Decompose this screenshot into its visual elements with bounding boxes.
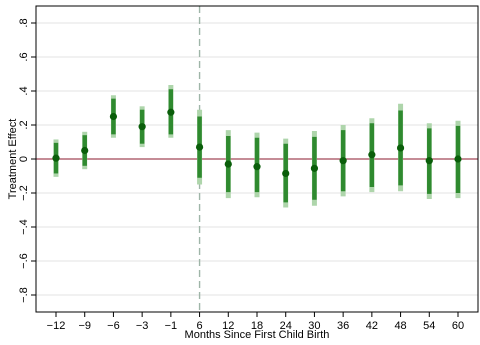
data-point-0 [52, 154, 60, 162]
data-point-14 [454, 155, 462, 163]
x-tick-label-4: −1 [165, 320, 178, 332]
x-tick-label-0: −12 [47, 320, 66, 332]
data-point-5 [195, 143, 204, 151]
y-tick-labels: −.8 −.6 −.4 −.2 0 .2 .4 .6 .8 [18, 18, 36, 303]
y-tick-label-3: −.2 [18, 185, 30, 201]
data-point-2 [109, 112, 118, 121]
data-point-8 [282, 169, 290, 178]
data-point-6 [224, 160, 232, 168]
data-point-11 [368, 151, 376, 159]
y-tick-label-1: −.6 [18, 253, 30, 269]
x-tick-labels: −12 −9 −6 −3 −1 6 12 18 24 30 36 42 48 54 60 [47, 312, 464, 332]
point-layer [52, 108, 462, 178]
y-tick-label-6: .4 [18, 86, 30, 95]
x-tick-label-11: 42 [366, 320, 378, 332]
y-tick-label-4: 0 [18, 156, 30, 162]
data-point-10 [339, 157, 347, 165]
y-tick-label-7: .6 [18, 52, 30, 61]
data-point-1 [81, 146, 89, 155]
data-point-12 [396, 144, 405, 152]
x-tick-label-5: 6 [197, 320, 203, 332]
y-tick-label-5: .2 [18, 120, 30, 129]
x-tick-label-13: 54 [423, 320, 435, 332]
x-tick-label-12: 48 [394, 320, 406, 332]
x-tick-label-9: 30 [308, 320, 320, 332]
x-tick-label-14: 60 [452, 320, 464, 332]
data-point-9 [310, 164, 319, 172]
y-tick-label-0: −.8 [18, 287, 30, 303]
x-tick-label-10: 36 [337, 320, 349, 332]
x-tick-label-7: 18 [251, 320, 263, 332]
x-tick-label-2: −6 [107, 320, 120, 332]
x-tick-label-8: 24 [280, 320, 292, 332]
y-tick-label-8: .8 [18, 18, 30, 27]
x-axis-title: Months Since First Child Birth [185, 329, 330, 341]
x-tick-label-6: 12 [222, 320, 234, 332]
data-point-7 [253, 163, 261, 171]
data-point-13 [425, 157, 433, 165]
data-point-3 [138, 123, 146, 131]
x-tick-label-3: −3 [136, 320, 149, 332]
data-point-4 [167, 108, 175, 116]
x-tick-label-1: −9 [78, 320, 91, 332]
y-tick-label-2: −.4 [18, 219, 30, 235]
y-axis-title: Treatment Effect [7, 119, 19, 200]
